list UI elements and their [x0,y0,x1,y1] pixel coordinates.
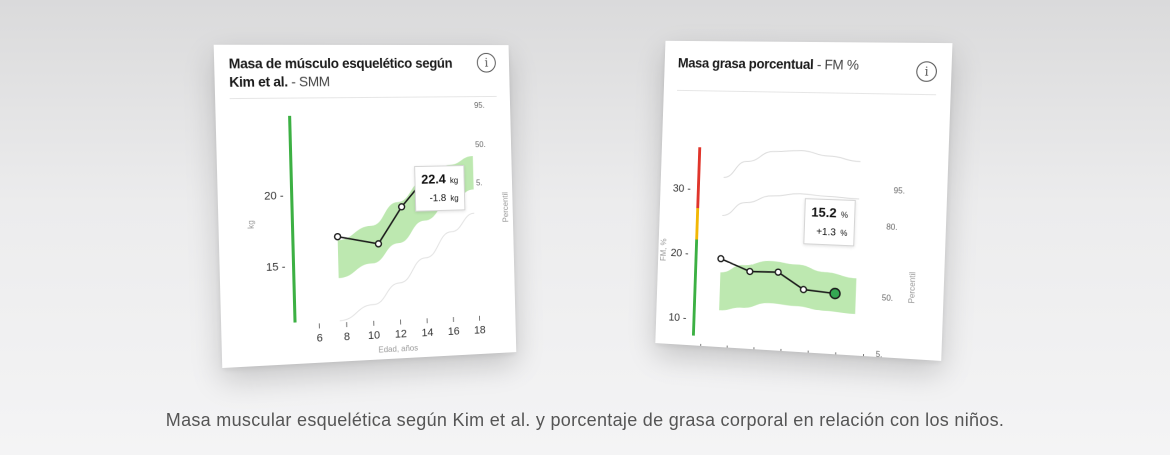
percentile-tick-label: 80. [886,222,898,232]
smm-chart-card: Masa de músculo esquelético según Kim et… [214,45,517,368]
data-point [800,286,806,292]
smm-plot: 95. 50. 5. Percentil 20 - 15 - kg 6 8 10 12 14 16 18 E… [215,100,516,368]
current-data-point [830,288,840,299]
percentile-tick-label: 5. [476,178,483,187]
x-tick-label: 10 [747,356,759,361]
y-tick-label: 10 - [668,311,687,324]
percentile-tick-label: 5. [876,350,883,360]
x-tick-label: 14 [421,327,433,339]
fm-chart-title: Masa grasa porcentual - FM % [678,55,901,76]
fm-value-tooltip: 15.2 % +1.3 % [803,198,855,246]
data-point [375,241,381,247]
percentile-tick-label: 95. [893,186,905,196]
x-tick-label: 18 [474,324,486,336]
smm-chart-title: Masa de músculo esquelético según Kim et… [229,55,463,92]
x-tick-label: 8 [344,331,350,343]
percentile-axis-label: Percentil [907,271,918,303]
y-tick-label: 15 - [266,261,286,274]
percentile-curve [724,149,861,182]
info-icon[interactable]: i [477,53,496,73]
x-tick-label: 14 [801,359,814,361]
scale-bar-segment [698,147,700,208]
data-point [718,256,724,262]
scale-bar-segment [697,208,698,239]
x-tick-label: 12 [774,357,786,361]
smm-value-tooltip: 22.4 kg -1.8 kg [414,165,465,212]
percentile-tick-label: 95. [474,101,485,110]
x-tick-label: 16 [448,326,460,338]
percentile-axis-label: Percentil [501,192,510,223]
y-axis-label: kg [246,220,255,229]
x-tick-label: 6 [316,332,322,344]
scale-bar [290,116,295,323]
x-axis-label: Edad, años [378,344,418,355]
figure-caption: Masa muscular esquelética según Kim et a… [0,410,1170,431]
info-icon[interactable]: i [916,61,937,82]
data-point [747,268,753,274]
y-axis-label: FM, % [659,238,668,261]
y-tick-label: 30 - [673,183,692,196]
data-point [335,234,341,240]
y-tick-label: 20 - [670,247,689,260]
data-point [775,269,781,275]
scale-bar-segment [693,240,696,336]
x-tick-label: 12 [395,328,407,340]
data-point [399,204,405,210]
x-tick-label: 10 [368,330,380,342]
x-tick-label: 8 [724,354,730,361]
y-tick-label: 20 - [264,190,284,203]
title-divider [230,96,497,99]
x-tick-label: 6 [697,352,703,361]
percentile-tick-label: 50. [475,140,486,149]
fm-chart-card: Masa grasa porcentual - FM % i 95. 80. 50.… [655,41,952,361]
percentile-tick-label: 50. [882,293,894,303]
